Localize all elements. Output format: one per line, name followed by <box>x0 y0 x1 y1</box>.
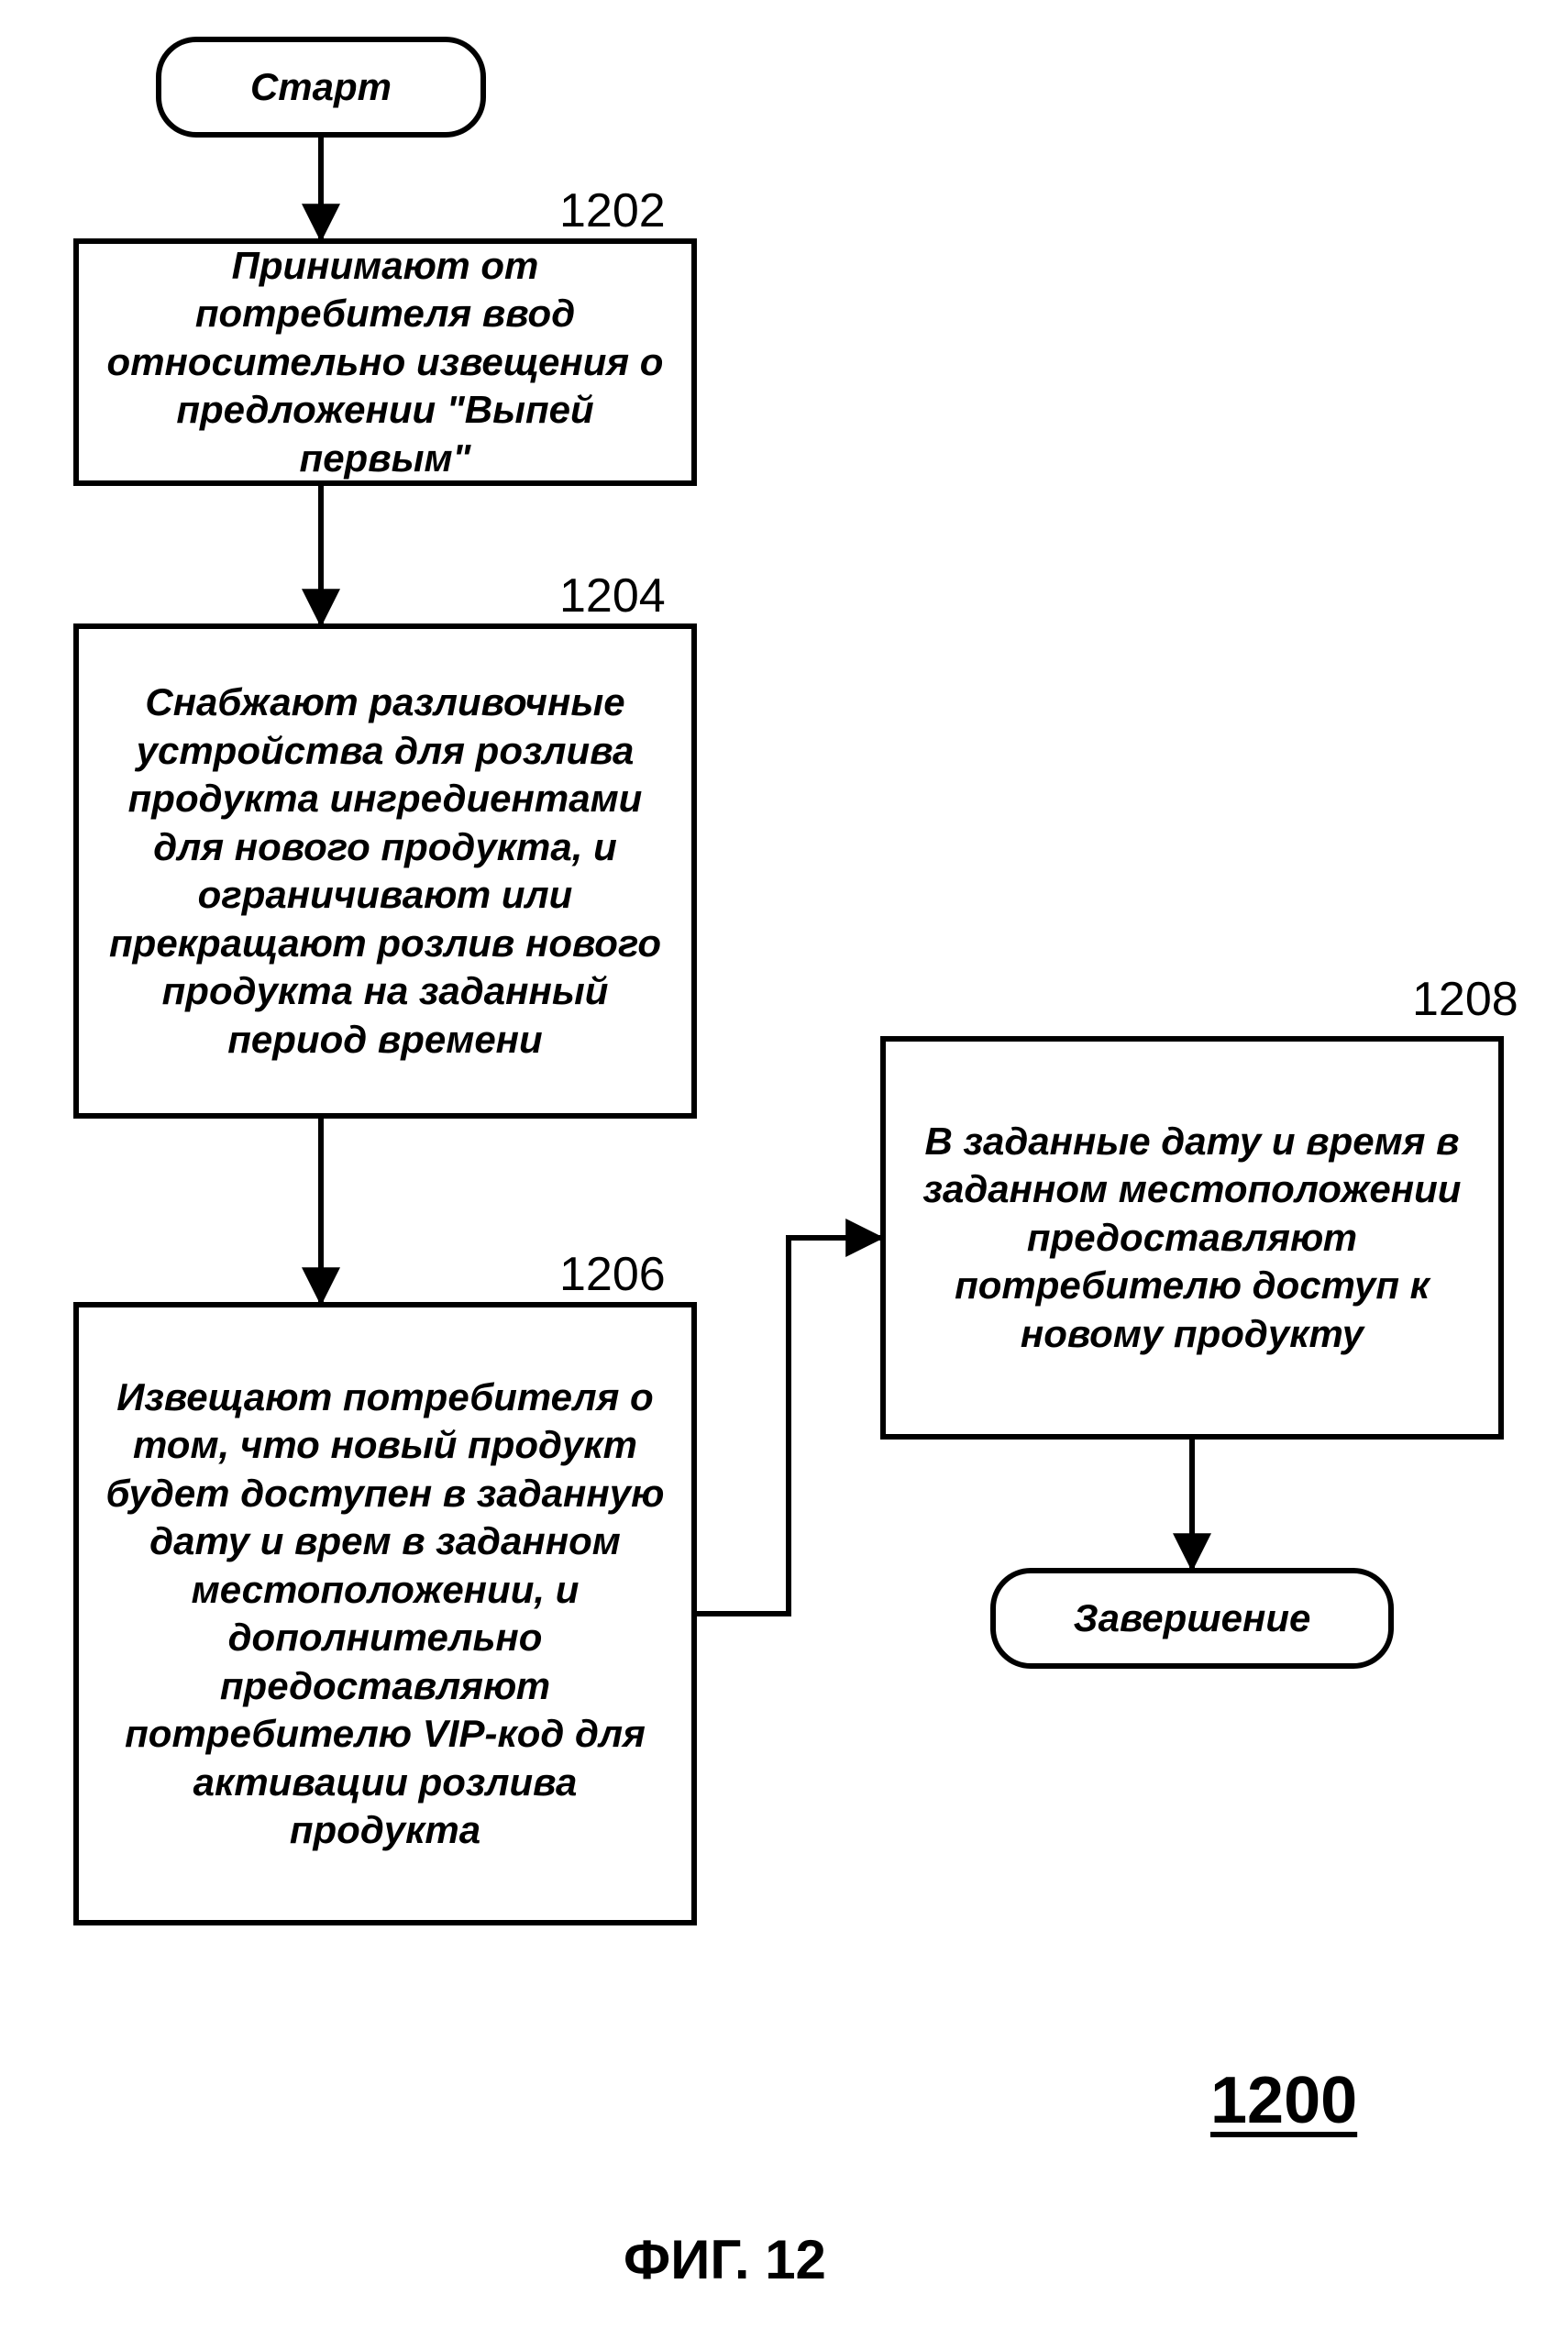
ref-1202: 1202 <box>559 183 666 238</box>
figure-caption-text: ФИГ. 12 <box>624 2229 826 2290</box>
process-1208-text: В заданные дату и время в заданном место… <box>911 1118 1473 1359</box>
end-node: Завершение <box>990 1568 1394 1669</box>
ref-1204-text: 1204 <box>559 569 666 623</box>
ref-1208: 1208 <box>1412 972 1518 1027</box>
edge-n1206-n1208 <box>697 1238 880 1614</box>
ref-1206-text: 1206 <box>559 1248 666 1301</box>
process-1206-text: Извещают потребителя о том, что новый пр… <box>105 1374 666 1855</box>
figure-caption: ФИГ. 12 <box>624 2228 826 2291</box>
figure-number-text: 1200 <box>1210 2064 1357 2137</box>
process-1208: В заданные дату и время в заданном место… <box>880 1036 1504 1440</box>
ref-1206: 1206 <box>559 1247 666 1302</box>
process-1202-text: Принимают от потребителя ввод относитель… <box>105 242 666 483</box>
ref-1204: 1204 <box>559 568 666 623</box>
process-1202: Принимают от потребителя ввод относитель… <box>73 238 697 486</box>
start-node: Старт <box>156 37 486 138</box>
process-1204-text: Снабжают разливочные устройства для розл… <box>105 679 666 1064</box>
process-1204: Снабжают разливочные устройства для розл… <box>73 623 697 1119</box>
figure-number: 1200 <box>1210 2063 1357 2138</box>
process-1206: Извещают потребителя о том, что новый пр… <box>73 1302 697 1925</box>
end-label: Завершение <box>1074 1596 1311 1640</box>
ref-1208-text: 1208 <box>1412 973 1518 1026</box>
ref-1202-text: 1202 <box>559 184 666 237</box>
start-label: Старт <box>250 65 392 109</box>
